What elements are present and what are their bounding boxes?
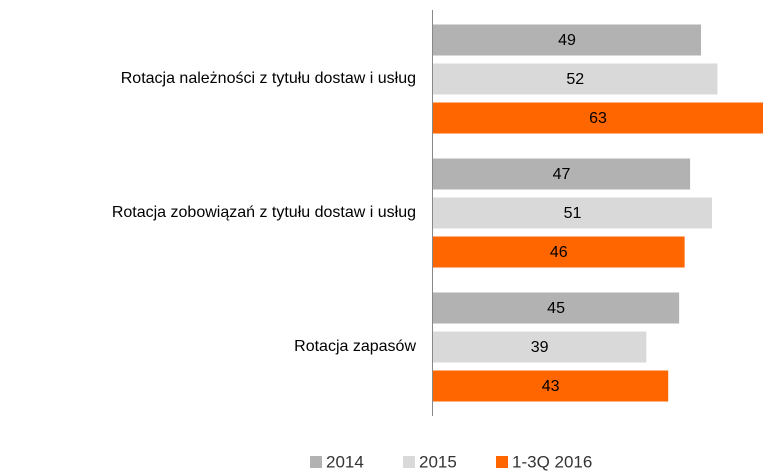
bar (433, 331, 647, 363)
bar (433, 236, 685, 268)
bar (433, 292, 680, 324)
category-label: Rotacja zapasów (294, 338, 416, 355)
value-label: 46 (550, 244, 568, 261)
bar (433, 63, 718, 95)
category-label: Rotacja zobowiązań z tytułu dostaw i usł… (112, 204, 416, 221)
legend-swatch (496, 456, 508, 468)
value-label: 52 (566, 71, 584, 88)
value-label: 39 (531, 339, 549, 356)
value-label: 51 (564, 205, 582, 222)
value-label: 47 (553, 166, 571, 183)
legend-swatch (403, 456, 415, 468)
value-label: 43 (542, 378, 560, 395)
bar (433, 158, 691, 190)
legend-label: 1-3Q 2016 (512, 452, 592, 471)
bar (433, 102, 763, 134)
legend-label: 2014 (326, 452, 364, 471)
bar (433, 370, 669, 402)
bar (433, 197, 712, 229)
value-label: 63 (589, 110, 607, 127)
legend-label: 2015 (419, 452, 457, 471)
bar (433, 24, 702, 56)
category-label: Rotacja należności z tytułu dostaw i usł… (121, 70, 416, 87)
value-label: 49 (558, 32, 576, 49)
value-label: 45 (547, 300, 565, 317)
legend-swatch (310, 456, 322, 468)
